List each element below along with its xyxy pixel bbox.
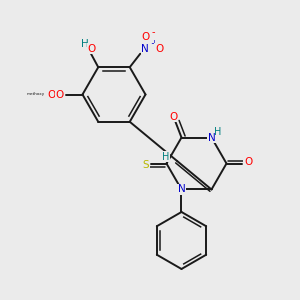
Text: H: H — [81, 39, 88, 49]
Text: O: O — [88, 44, 96, 54]
Text: H: H — [162, 152, 169, 161]
Text: -: - — [152, 27, 155, 37]
Text: O: O — [56, 89, 64, 100]
Text: N: N — [208, 133, 215, 142]
Text: S: S — [143, 160, 149, 170]
Text: O: O — [141, 32, 149, 42]
Text: H: H — [214, 127, 222, 137]
Text: N: N — [142, 44, 149, 54]
Text: O: O — [169, 112, 177, 122]
Text: +: + — [150, 39, 157, 48]
Text: O: O — [155, 44, 163, 54]
Text: O: O — [47, 89, 55, 100]
Text: N: N — [178, 184, 185, 194]
Text: methoxy: methoxy — [27, 92, 45, 97]
Text: O: O — [244, 157, 252, 167]
